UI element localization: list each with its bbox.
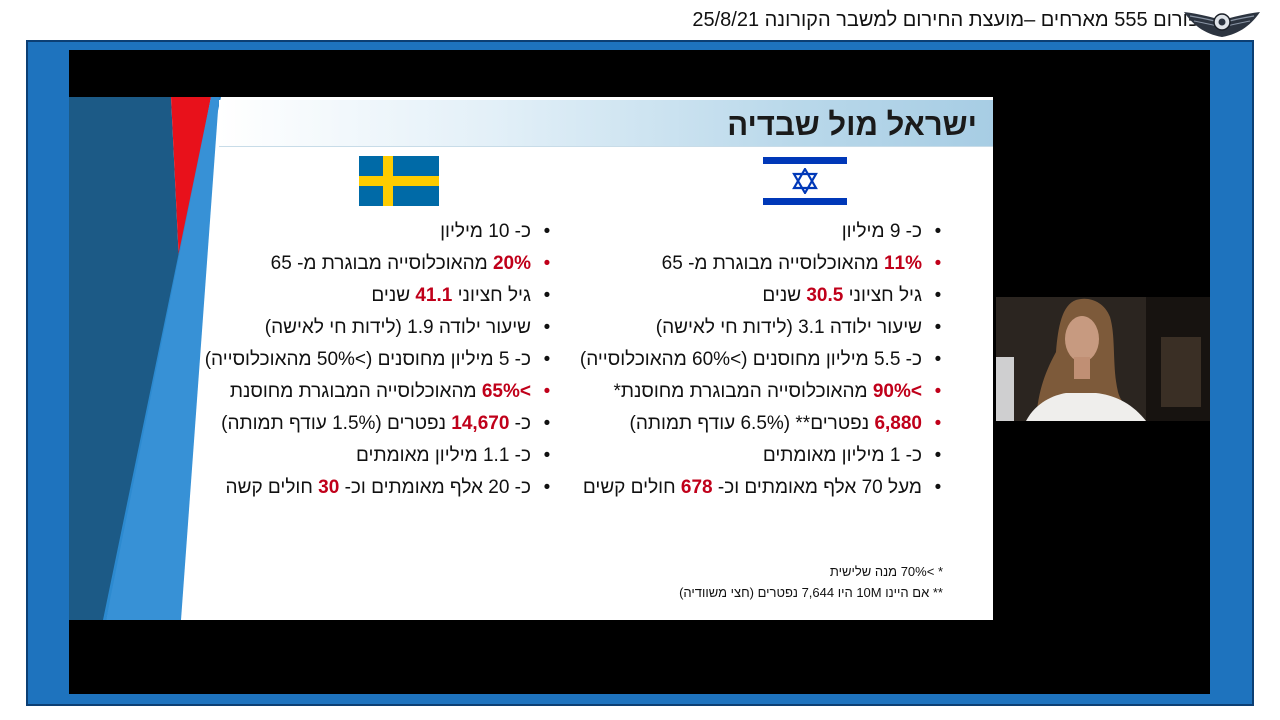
speaker-image: [996, 297, 1210, 421]
item-text: מהאוכלוסייה מבוגרת מ- 65: [270, 253, 493, 274]
list-item: • כ- 9 מיליון: [578, 216, 948, 248]
item-prefix: גיל חציוני: [452, 285, 531, 306]
bullet-icon: •: [543, 381, 551, 402]
item-text: כ- 5.5 מיליון מחוסנים (>60% מהאוכלוסייה): [579, 349, 922, 370]
bullet-icon: •: [543, 413, 551, 434]
item-text: שנים: [371, 285, 416, 306]
item-text: מהאוכלוסייה המבוגרת מחוסנת: [229, 381, 482, 402]
highlight-value: 41.1: [415, 285, 453, 306]
list-item: • כ- 20 אלף מאומתים וכ- 30 חולים קשה: [177, 472, 557, 504]
air-force-wings-logo: [1184, 12, 1260, 37]
page-title: פורום 555 מארחים –מועצת החירום למשבר הקו…: [692, 9, 1200, 31]
list-item: • שיעור ילודה 3.1 (לידות חי לאישה): [578, 312, 948, 344]
sweden-column: • כ- 10 מיליון • 20% מהאוכלוסייה מבוגרת מ-…: [177, 216, 557, 504]
presentation-slide: ישראל מול שבדיה • כ- 9 מיליון • 11% מהאוכל…: [69, 97, 993, 620]
list-item: • >90% מהאוכלוסייה המבוגרת מחוסנת*: [578, 376, 948, 408]
list-item: • 20% מהאוכלוסייה מבוגרת מ- 65: [177, 248, 557, 280]
list-item: • כ- 5.5 מיליון מחוסנים (>60% מהאוכלוסייה…: [578, 344, 948, 376]
bullet-icon: •: [543, 477, 551, 498]
list-item: • כ- 10 מיליון: [177, 216, 557, 248]
israel-flag-icon: [763, 156, 847, 206]
item-text: שיעור ילודה 3.1 (לידות חי לאישה): [655, 317, 922, 338]
list-item: • כ- 5 מיליון מחוסנים (>50% מהאוכלוסייה): [177, 344, 557, 376]
slide-decoration: [69, 97, 221, 620]
item-text: חולים קשים: [582, 477, 681, 498]
highlight-value: 20%: [492, 253, 531, 274]
highlight-value: >90%: [872, 381, 922, 402]
list-item: • גיל חציוני 41.1 שנים: [177, 280, 557, 312]
list-item: • כ- 1.1 מיליון מאומתים: [177, 440, 557, 472]
item-text: שיעור ילודה 1.9 (לידות חי לאישה): [264, 317, 531, 338]
highlight-value: >65%: [481, 381, 531, 402]
item-text: כ- 5 מיליון מחוסנים (>50% מהאוכלוסייה): [204, 349, 531, 370]
highlight-value: 678: [680, 477, 713, 498]
item-text: נפטרים** (6.5% עודף תמותה): [629, 413, 875, 434]
bullet-icon: •: [934, 221, 942, 242]
list-item: • גיל חציוני 30.5 שנים: [578, 280, 948, 312]
item-prefix: כ-: [509, 413, 531, 434]
bullet-icon: •: [934, 445, 942, 466]
bullet-icon: •: [543, 285, 551, 306]
item-text: מהאוכלוסייה מבוגרת מ- 65: [661, 253, 884, 274]
highlight-value: 30: [318, 477, 340, 498]
item-text: שנים: [762, 285, 807, 306]
item-text: כ- 1.1 מיליון מאומתים: [356, 445, 531, 466]
frame-border: [26, 40, 1254, 706]
highlight-value: 14,670: [451, 413, 510, 434]
bullet-icon: •: [543, 253, 551, 274]
highlight-value: 11%: [883, 253, 922, 274]
item-text: מהאוכלוסייה המבוגרת מחוסנת*: [613, 381, 873, 402]
item-text: חולים קשה: [225, 477, 319, 498]
speaker-video-thumbnail[interactable]: [996, 297, 1210, 421]
item-prefix: כ- 20 אלף מאומתים וכ-: [339, 477, 531, 498]
sweden-flag-icon: [359, 156, 439, 206]
item-text: נפטרים (1.5% עודף תמותה): [221, 413, 452, 434]
footnote: * >70% מנה שלישית: [829, 564, 943, 579]
list-item: • שיעור ילודה 1.9 (לידות חי לאישה): [177, 312, 557, 344]
title-divider: [219, 146, 993, 147]
list-item: • 6,880 נפטרים** (6.5% עודף תמותה): [578, 408, 948, 440]
item-text: כ- 9 מיליון: [841, 221, 922, 242]
item-prefix: גיל חציוני: [843, 285, 922, 306]
slide-title-bar: ישראל מול שבדיה: [219, 100, 993, 146]
bullet-icon: •: [934, 381, 942, 402]
bullet-icon: •: [934, 317, 942, 338]
israel-column: • כ- 9 מיליון • 11% מהאוכלוסייה מבוגרת מ- …: [578, 216, 948, 504]
bullet-icon: •: [543, 445, 551, 466]
bullet-icon: •: [543, 349, 551, 370]
footnote: ** אם היינו 10M היו 7,644 נפטרים (חצי מש…: [679, 585, 943, 600]
list-item: • 11% מהאוכלוסייה מבוגרת מ- 65: [578, 248, 948, 280]
slide-title: ישראל מול שבדיה: [727, 107, 977, 142]
item-text: כ- 1 מיליון מאומתים: [762, 445, 922, 466]
bullet-icon: •: [543, 317, 551, 338]
bullet-icon: •: [934, 413, 942, 434]
list-item: • מעל 70 אלף מאומתים וכ- 678 חולים קשים: [578, 472, 948, 504]
highlight-value: 30.5: [806, 285, 844, 306]
bullet-icon: •: [934, 349, 942, 370]
item-text: כ- 10 מיליון: [440, 221, 531, 242]
list-item: • כ- 14,670 נפטרים (1.5% עודף תמותה): [177, 408, 557, 440]
highlight-value: 6,880: [874, 413, 922, 434]
list-item: • כ- 1 מיליון מאומתים: [578, 440, 948, 472]
bullet-icon: •: [543, 221, 551, 242]
bullet-icon: •: [934, 253, 942, 274]
bullet-icon: •: [934, 477, 942, 498]
list-item: • >65% מהאוכלוסייה המבוגרת מחוסנת: [177, 376, 557, 408]
bullet-icon: •: [934, 285, 942, 306]
item-prefix: מעל 70 אלף מאומתים וכ-: [712, 477, 922, 498]
